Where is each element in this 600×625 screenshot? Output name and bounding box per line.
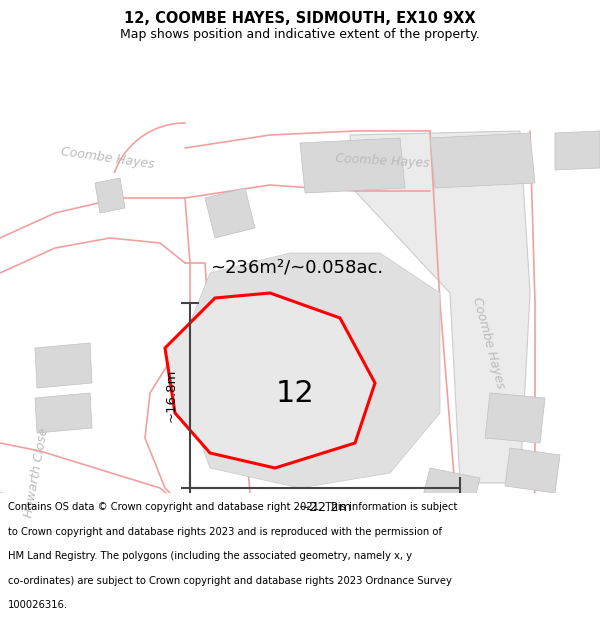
Polygon shape bbox=[35, 393, 92, 433]
Polygon shape bbox=[215, 338, 265, 393]
Text: Coombe Hayes: Coombe Hayes bbox=[60, 145, 155, 171]
Text: Coombe Hayes: Coombe Hayes bbox=[335, 152, 430, 170]
Text: 100026316.: 100026316. bbox=[8, 600, 68, 610]
Text: Map shows position and indicative extent of the property.: Map shows position and indicative extent… bbox=[120, 28, 480, 41]
Polygon shape bbox=[35, 343, 92, 388]
Polygon shape bbox=[350, 131, 530, 483]
Text: ~236m²/~0.058ac.: ~236m²/~0.058ac. bbox=[210, 259, 383, 277]
Polygon shape bbox=[505, 448, 560, 493]
Text: 12, COOMBE HAYES, SIDMOUTH, EX10 9XX: 12, COOMBE HAYES, SIDMOUTH, EX10 9XX bbox=[124, 11, 476, 26]
Polygon shape bbox=[555, 131, 600, 170]
Text: 12: 12 bbox=[275, 379, 314, 408]
Polygon shape bbox=[420, 468, 480, 518]
Polygon shape bbox=[190, 253, 440, 488]
Text: HM Land Registry. The polygons (including the associated geometry, namely x, y: HM Land Registry. The polygons (includin… bbox=[8, 551, 412, 561]
Text: Coombe Hayes: Coombe Hayes bbox=[470, 296, 507, 390]
Text: to Crown copyright and database rights 2023 and is reproduced with the permissio: to Crown copyright and database rights 2… bbox=[8, 527, 442, 537]
Text: ~16.8m: ~16.8m bbox=[165, 369, 178, 423]
Polygon shape bbox=[485, 393, 545, 443]
Polygon shape bbox=[205, 188, 255, 238]
Polygon shape bbox=[430, 133, 535, 188]
Polygon shape bbox=[300, 138, 405, 193]
Polygon shape bbox=[95, 178, 125, 213]
Text: co-ordinates) are subject to Crown copyright and database rights 2023 Ordnance S: co-ordinates) are subject to Crown copyr… bbox=[8, 576, 452, 586]
Text: Contains OS data © Crown copyright and database right 2021. This information is : Contains OS data © Crown copyright and d… bbox=[8, 503, 457, 512]
Polygon shape bbox=[165, 293, 375, 468]
Text: Howarth Close: Howarth Close bbox=[22, 427, 50, 519]
Text: ~22.2m: ~22.2m bbox=[298, 501, 352, 514]
